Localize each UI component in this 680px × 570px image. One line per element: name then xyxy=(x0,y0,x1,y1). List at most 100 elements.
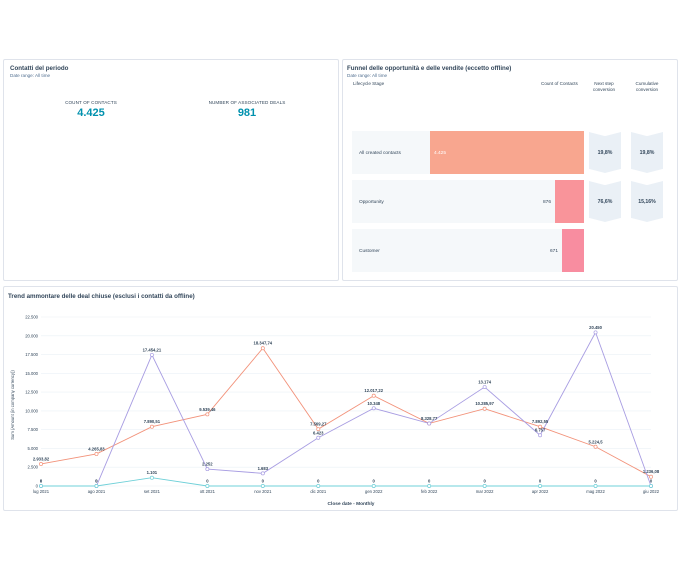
data-label: 18.347,74 xyxy=(253,341,272,346)
data-label: 7.892,55 xyxy=(532,419,549,424)
y-tick-label: 12.500 xyxy=(25,390,38,395)
y-tick-label: 5.000 xyxy=(28,446,39,451)
y-tick-label: 15.000 xyxy=(25,371,38,376)
data-label: 8.328,77 xyxy=(421,416,438,421)
cumulative-conversion-chevron: 15,16% xyxy=(631,181,663,222)
next-step-value: 19,8% xyxy=(597,149,613,156)
chart-series xyxy=(39,330,653,488)
contacts-card: Contatti del periodo Date range: All tim… xyxy=(3,59,339,281)
data-point[interactable] xyxy=(538,433,543,438)
data-point[interactable] xyxy=(371,393,376,398)
series-line[interactable] xyxy=(41,477,651,487)
kpi-count-contacts[interactable]: COUNT OF CONTACTS 4.425 xyxy=(31,100,151,119)
data-point[interactable] xyxy=(149,352,154,357)
data-point[interactable] xyxy=(538,484,543,488)
data-point[interactable] xyxy=(427,421,432,426)
data-point[interactable] xyxy=(593,330,598,335)
series-line[interactable] xyxy=(40,347,652,478)
data-point[interactable] xyxy=(205,467,210,472)
data-point[interactable] xyxy=(94,452,99,456)
funnel-bar[interactable] xyxy=(562,229,584,272)
data-label: 1.101 xyxy=(147,470,158,475)
x-tick-label: ago 2021 xyxy=(88,489,106,494)
data-point[interactable] xyxy=(482,385,487,389)
data-label: 0 xyxy=(539,479,542,484)
data-point[interactable] xyxy=(316,484,321,488)
y-axis-label: Sum (Amount (in company currency)) xyxy=(10,370,15,440)
data-point[interactable] xyxy=(94,484,99,488)
trend-card-title: Trend ammontare delle deal chiuse (esclu… xyxy=(8,293,195,300)
funnel-row-customer[interactable] xyxy=(352,229,584,272)
data-point[interactable] xyxy=(482,406,487,411)
data-point[interactable] xyxy=(427,484,432,488)
funnel-count-value: 671 xyxy=(549,249,558,254)
cumulative-conversion-chevron: 19,8% xyxy=(631,132,663,173)
chart-data-labels: 2.933,82 4.265,83 7.890,51 9.539,46 18.347,7… xyxy=(33,325,660,484)
kpi-value: 981 xyxy=(237,107,257,119)
data-point[interactable] xyxy=(482,484,487,488)
x-tick-label: giu 2022 xyxy=(643,489,660,494)
x-tick-label: ott 2021 xyxy=(200,489,216,494)
data-point[interactable] xyxy=(371,406,376,411)
data-point[interactable] xyxy=(205,484,210,488)
data-label: 2.933,82 xyxy=(33,456,50,461)
y-tick-label: 7.500 xyxy=(28,427,39,432)
data-point[interactable] xyxy=(371,484,376,488)
funnel-row-label: All created contacts xyxy=(359,151,401,156)
cumulative-value: 15,16% xyxy=(638,198,656,205)
data-label: 0 xyxy=(373,479,376,484)
data-point[interactable] xyxy=(39,462,43,466)
data-label: 6.423 xyxy=(313,430,324,435)
data-label: 17.454,21 xyxy=(143,347,162,352)
header-count-contacts: Count of Contacts xyxy=(541,81,578,86)
data-point[interactable] xyxy=(260,471,265,476)
kpi-associated-deals[interactable]: NUMBER OF ASSOCIATED DEALS 981 xyxy=(187,100,307,119)
x-axis-label: Close date - Monthly xyxy=(328,501,375,507)
trend-card: Trend ammontare delle deal chiuse (esclu… xyxy=(3,286,678,511)
data-point[interactable] xyxy=(260,346,265,351)
x-tick-label: mag 2022 xyxy=(586,489,605,494)
data-label: 10.348 xyxy=(367,401,380,406)
data-label: 0 xyxy=(95,479,98,484)
data-point[interactable] xyxy=(649,474,653,479)
data-label: 0 xyxy=(650,479,653,484)
data-label: 0 xyxy=(95,479,98,484)
data-point[interactable] xyxy=(593,444,598,449)
data-label: 13.174 xyxy=(478,380,491,385)
trend-line-chart[interactable]: 0 2.500 5.000 7.500 10.000 12.500 15.000 17.500… xyxy=(4,287,677,510)
funnel-bar[interactable] xyxy=(555,180,584,223)
data-point[interactable] xyxy=(149,475,154,480)
data-label: 6.757 xyxy=(535,428,546,433)
kpi-label: COUNT OF CONTACTS xyxy=(65,100,117,105)
funnel-bar[interactable] xyxy=(430,131,584,174)
data-label: 7.569,27 xyxy=(310,422,327,427)
data-point[interactable] xyxy=(260,484,265,488)
funnel-row-opportunity[interactable] xyxy=(352,180,584,223)
data-point[interactable] xyxy=(649,484,653,488)
funnel-row-label: Customer xyxy=(359,249,380,254)
y-tick-label: 22.500 xyxy=(25,315,38,320)
data-label: 12.017,22 xyxy=(364,388,383,393)
data-point[interactable] xyxy=(149,424,154,429)
series-line[interactable] xyxy=(41,331,652,487)
data-label: 0 xyxy=(206,479,209,484)
data-point[interactable] xyxy=(205,412,210,417)
data-point[interactable] xyxy=(39,484,43,488)
funnel-count-value: 4.425 xyxy=(434,151,447,156)
data-label: 0 xyxy=(262,479,265,484)
data-point[interactable] xyxy=(316,427,321,432)
next-step-conversion-chevron: 19,8% xyxy=(589,132,621,173)
funnel-row-label: Opportunity xyxy=(359,200,384,205)
data-point[interactable] xyxy=(593,484,598,488)
cumulative-value: 19,8% xyxy=(639,149,655,156)
data-point[interactable] xyxy=(538,424,543,429)
y-tick-label: 10.000 xyxy=(25,408,38,413)
kpi-value: 4.425 xyxy=(77,107,105,119)
data-label: 4.265,83 xyxy=(88,446,105,451)
funnel-card-title: Funnel delle opportunità e delle vendite… xyxy=(347,65,512,72)
data-point[interactable] xyxy=(316,435,321,440)
contacts-date-range: Date range: All time xyxy=(10,73,51,78)
funnel-count-value: 876 xyxy=(542,200,551,205)
header-next-step-conversion: Next step conversion xyxy=(592,81,616,92)
data-label: 10.285,97 xyxy=(475,401,494,406)
